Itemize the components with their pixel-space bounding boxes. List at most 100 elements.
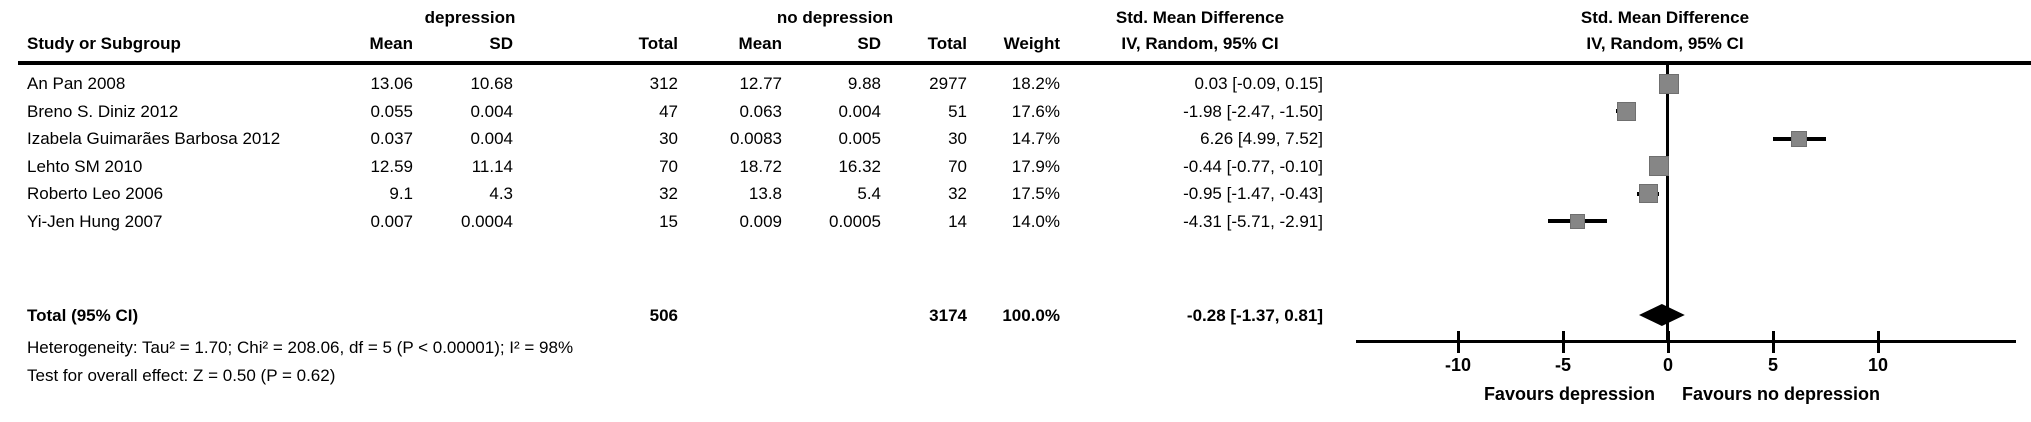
total-ctrl-cell: 32 — [948, 184, 967, 203]
smd-column-title: Std. Mean Difference — [1115, 8, 1285, 27]
column-header-total-exp: Total — [638, 34, 678, 53]
total-ctrl-cell: 14 — [948, 211, 967, 231]
weight-cell: 17.5% — [1011, 184, 1060, 203]
weight-cell: 17.6% — [1011, 101, 1060, 121]
mean-ctrl-cell: 0.063 — [739, 101, 782, 121]
sd-exp-cell: 11.14 — [471, 156, 513, 176]
mean-exp-cell: 0.037 — [370, 129, 413, 148]
total-ctrl-sum: 3174 — [929, 306, 967, 325]
sd-exp-cell: 0.004 — [470, 101, 513, 121]
table-row: Yi-Jen Hung 2007 0.007 0.0004 15 0.009 0… — [0, 208, 1330, 236]
axis-tick — [1457, 331, 1460, 353]
sd-ctrl-cell: 16.32 — [838, 156, 881, 176]
header-divider — [18, 61, 2031, 65]
sd-ctrl-cell: 5.4 — [857, 184, 881, 203]
effect-marker — [1658, 73, 1679, 94]
mean-exp-cell: 0.007 — [370, 211, 413, 231]
effect-marker — [1648, 156, 1669, 177]
study-name: Yi-Jen Hung 2007 — [27, 211, 163, 231]
plot-title: Std. Mean Difference — [1580, 8, 1750, 27]
mean-ctrl-cell: 0.009 — [739, 211, 782, 231]
table-row: Breno S. Diniz 2012 0.055 0.004 47 0.063… — [0, 98, 1330, 126]
effect-marker — [1791, 130, 1808, 147]
column-header-ci: IV, Random, 95% CI — [1121, 34, 1279, 53]
study-name: Breno S. Diniz 2012 — [27, 101, 179, 121]
axis-tick-label: -10 — [1444, 355, 1471, 375]
sd-ctrl-cell: 9.88 — [847, 74, 881, 93]
total-ctrl-cell: 30 — [948, 129, 967, 148]
effect-marker — [1569, 213, 1585, 229]
overall-effect-note: Test for overall effect: Z = 0.50 (P = 0… — [27, 366, 336, 385]
total-exp-cell: 30 — [659, 129, 678, 148]
column-header-sd-exp: SD — [489, 34, 513, 53]
axis-tick-label: 5 — [1767, 355, 1778, 375]
total-exp-cell: 15 — [659, 211, 678, 231]
column-header-sd-ctrl: SD — [857, 34, 881, 53]
weight-cell: 18.2% — [1011, 74, 1060, 93]
axis-label-right: Favours no depression — [1682, 384, 1881, 404]
total-exp-cell: 32 — [659, 184, 678, 203]
total-ctrl-cell: 51 — [948, 101, 967, 121]
sd-ctrl-cell: 0.004 — [838, 101, 881, 121]
group-header-experimental: depression — [424, 8, 516, 27]
plot-subtitle: IV, Random, 95% CI — [1586, 34, 1744, 53]
sd-exp-cell: 0.0004 — [461, 211, 513, 231]
study-name: Izabela Guimarães Barbosa 2012 — [27, 129, 281, 148]
study-name: Lehto SM 2010 — [27, 156, 143, 176]
heterogeneity-note: Heterogeneity: Tau² = 1.70; Chi² = 208.0… — [27, 338, 574, 357]
ci-text-cell: -1.98 [-2.47, -1.50] — [1183, 101, 1323, 121]
total-exp-sum: 506 — [649, 306, 678, 325]
axis-tick — [1667, 331, 1670, 353]
axis-tick-label: 10 — [1867, 355, 1889, 375]
total-ctrl-cell: 70 — [948, 156, 967, 176]
ci-text-cell: -0.95 [-1.47, -0.43] — [1183, 184, 1323, 203]
mean-ctrl-cell: 18.72 — [739, 156, 782, 176]
mean-ctrl-cell: 0.0083 — [730, 129, 782, 148]
mean-ctrl-cell: 13.8 — [748, 184, 782, 203]
ci-text-cell: 6.26 [4.99, 7.52] — [1200, 129, 1323, 148]
total-label: Total (95% CI) — [27, 306, 139, 325]
mean-ctrl-cell: 12.77 — [739, 74, 782, 93]
column-header-mean-ctrl: Mean — [738, 34, 782, 53]
column-header-weight: Weight — [1003, 34, 1060, 53]
ci-text-cell: 0.03 [-0.09, 0.15] — [1194, 74, 1323, 93]
study-name: Roberto Leo 2006 — [27, 184, 164, 203]
table-row: An Pan 2008 13.06 10.68 312 12.77 9.88 2… — [0, 70, 1330, 98]
sd-exp-cell: 4.3 — [489, 184, 513, 203]
mean-exp-cell: 13.06 — [370, 74, 413, 93]
column-header-mean-exp: Mean — [369, 34, 413, 53]
ci-text-cell: -4.31 [-5.71, -2.91] — [1183, 211, 1323, 231]
total-exp-cell: 70 — [659, 156, 678, 176]
axis-tick-label: 0 — [1662, 355, 1673, 375]
table-row: Lehto SM 2010 12.59 11.14 70 18.72 16.32… — [0, 153, 1330, 181]
axis-tick — [1877, 331, 1880, 353]
study-name: An Pan 2008 — [27, 74, 126, 93]
ci-text-cell: -0.44 [-0.77, -0.10] — [1183, 156, 1323, 176]
total-ci-text: -0.28 [-1.37, 0.81] — [1186, 306, 1323, 325]
sd-ctrl-cell: 0.005 — [838, 129, 881, 148]
total-weight: 100.0% — [1002, 306, 1060, 325]
axis-tick-label: -5 — [1554, 355, 1571, 375]
column-header-study: Study or Subgroup — [27, 34, 181, 53]
mean-exp-cell: 0.055 — [370, 101, 413, 121]
pooled-effect-diamond — [1639, 304, 1685, 326]
zero-effect-line — [1666, 65, 1669, 343]
effect-marker — [1638, 184, 1658, 204]
mean-exp-cell: 9.1 — [389, 184, 413, 203]
total-exp-cell: 47 — [659, 101, 678, 121]
table-row: Roberto Leo 2006 9.1 4.3 32 13.8 5.4 32 … — [0, 180, 1330, 208]
sd-exp-cell: 0.004 — [470, 129, 513, 148]
total-ctrl-cell: 2977 — [929, 74, 967, 93]
effect-marker — [1616, 101, 1636, 121]
group-header-control: no depression — [776, 8, 894, 27]
table-row: Izabela Guimarães Barbosa 2012 0.037 0.0… — [0, 125, 1330, 153]
mean-exp-cell: 12.59 — [370, 156, 413, 176]
weight-cell: 14.0% — [1011, 211, 1060, 231]
column-header-total-ctrl: Total — [927, 34, 967, 53]
axis-label-left: Favours depression — [1483, 384, 1655, 404]
weight-cell: 17.9% — [1011, 156, 1060, 176]
x-axis-line — [1356, 340, 2016, 343]
sd-exp-cell: 10.68 — [470, 74, 513, 93]
axis-tick — [1562, 331, 1565, 353]
